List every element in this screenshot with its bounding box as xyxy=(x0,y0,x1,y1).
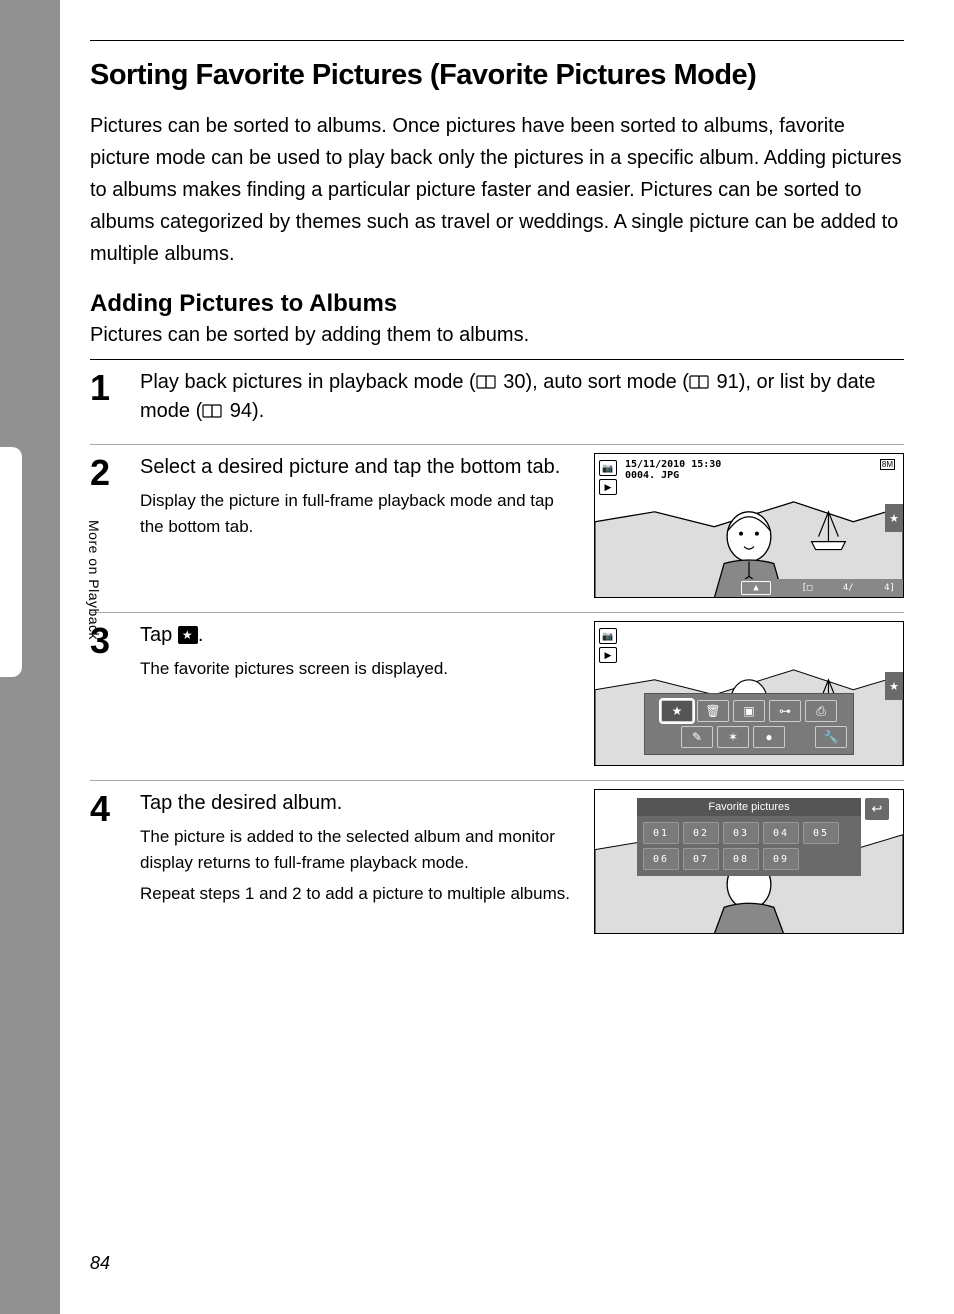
bottom-tab-bar[interactable]: ▲ [□ 4/ 4] xyxy=(733,579,903,597)
delete-button[interactable]: 🗑 xyxy=(697,700,729,722)
paint-button[interactable]: ✎ xyxy=(681,726,713,748)
step-number: 4 xyxy=(90,789,126,934)
print-button[interactable]: ⎙ xyxy=(805,700,837,722)
camera-icon: 📷 xyxy=(599,628,617,644)
screen-date: 15/11/2010 15:30 0004. JPG xyxy=(625,459,721,481)
album-grid: 01 02 03 04 05 06 07 08 09 xyxy=(637,816,861,876)
album-button[interactable]: 06 xyxy=(643,848,679,870)
album-button[interactable]: 01 xyxy=(643,822,679,844)
step-3-screen: 📷 ▶ ★ ★ xyxy=(594,621,904,766)
favorite-star-tab[interactable]: ★ xyxy=(885,504,903,532)
camera-icon: 📷 xyxy=(599,460,617,476)
section-heading: Adding Pictures to Albums xyxy=(90,290,904,318)
title-rule: Sorting Favorite Pictures (Favorite Pict… xyxy=(90,40,904,92)
step-1-title: Play back pictures in playback mode ( 30… xyxy=(140,368,904,426)
step-3: 3 Tap . The favorite pictures screen is … xyxy=(90,613,904,781)
step-3-title: Tap . xyxy=(140,621,576,650)
protect-button[interactable]: ⊶ xyxy=(769,700,801,722)
side-tab-notch xyxy=(0,447,22,677)
intro-paragraph: Pictures can be sorted to albums. Once p… xyxy=(90,110,904,270)
back-button[interactable]: ↩ xyxy=(865,798,889,820)
favorite-pictures-panel: Favorite pictures ↩ 01 02 03 04 05 06 07 xyxy=(637,798,861,876)
favorite-button[interactable]: ★ xyxy=(661,700,693,722)
side-tab-label: More on Playback xyxy=(86,520,102,640)
book-ref-icon xyxy=(476,374,498,390)
step-4-desc2: Repeat steps 1 and 2 to add a picture to… xyxy=(140,881,576,907)
favorite-panel-header: Favorite pictures xyxy=(637,798,861,816)
slideshow-button[interactable]: ▣ xyxy=(733,700,765,722)
menu-panel: ★ 🗑 ▣ ⊶ ⎙ ✎ ✶ ● 🔧 xyxy=(644,693,854,755)
step-4-desc1: The picture is added to the selected alb… xyxy=(140,824,576,875)
step-4-title: Tap the desired album. xyxy=(140,789,576,818)
retouch-button[interactable]: ✶ xyxy=(717,726,749,748)
step-number: 1 xyxy=(90,368,126,430)
play-icon: ▶ xyxy=(599,479,617,495)
book-ref-icon xyxy=(689,374,711,390)
quality-badge: 8M xyxy=(880,459,895,470)
book-ref-icon xyxy=(202,403,224,419)
step-2-screen: 📷 ▶ 15/11/2010 15:30 0004. JPG 8M ★ xyxy=(594,453,904,598)
favorite-icon xyxy=(178,626,198,644)
album-button[interactable]: 05 xyxy=(803,822,839,844)
album-button[interactable]: 08 xyxy=(723,848,759,870)
step-3-desc: The favorite pictures screen is displaye… xyxy=(140,656,576,682)
section-subtext: Pictures can be sorted by adding them to… xyxy=(90,324,904,347)
step-2: 2 Select a desired picture and tap the b… xyxy=(90,445,904,613)
album-button[interactable]: 03 xyxy=(723,822,759,844)
step-2-title: Select a desired picture and tap the bot… xyxy=(140,453,576,482)
up-arrow-icon[interactable]: ▲ xyxy=(741,581,771,595)
steps-list: 1 Play back pictures in playback mode ( … xyxy=(90,359,904,948)
album-button[interactable]: 07 xyxy=(683,848,719,870)
album-button[interactable]: 09 xyxy=(763,848,799,870)
favorite-star-tab[interactable]: ★ xyxy=(885,672,903,700)
play-icon: ▶ xyxy=(599,647,617,663)
step-4: 4 Tap the desired album. The picture is … xyxy=(90,781,904,948)
step-number: 3 xyxy=(90,621,126,766)
step-4-screen: Favorite pictures ↩ 01 02 03 04 05 06 07 xyxy=(594,789,904,934)
manual-page: More on Playback Sorting Favorite Pictur… xyxy=(60,0,954,1314)
step-2-desc: Display the picture in full-frame playba… xyxy=(140,488,576,539)
page-number: 84 xyxy=(90,1253,110,1274)
setup-button[interactable]: 🔧 xyxy=(815,726,847,748)
page-title: Sorting Favorite Pictures (Favorite Pict… xyxy=(90,59,904,92)
album-button[interactable]: 04 xyxy=(763,822,799,844)
step-1: 1 Play back pictures in playback mode ( … xyxy=(90,360,904,445)
voice-memo-button[interactable]: ● xyxy=(753,726,785,748)
album-button[interactable]: 02 xyxy=(683,822,719,844)
